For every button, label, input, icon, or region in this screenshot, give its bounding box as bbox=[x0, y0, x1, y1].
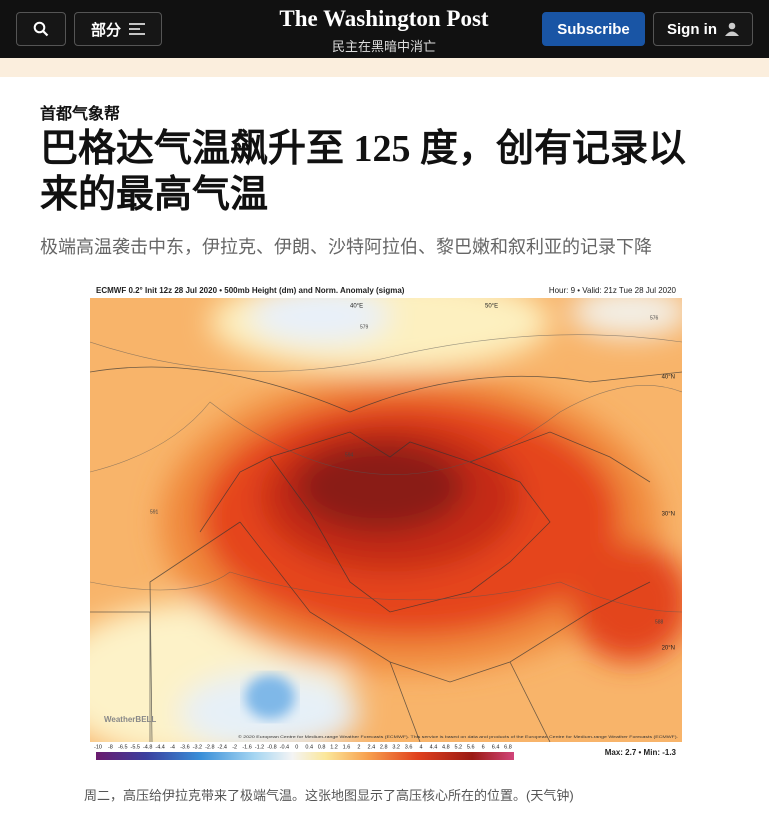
tagline: 民主在黑暗中消亡 bbox=[331, 39, 436, 54]
contour-label: 579 bbox=[360, 324, 369, 330]
copyright: © 2020 European Centre for Medium-range … bbox=[238, 734, 678, 739]
subscribe-button[interactable]: Subscribe bbox=[542, 12, 645, 46]
contour-label: 576 bbox=[650, 315, 659, 321]
search-icon bbox=[33, 21, 49, 37]
colorbar-label: -2 bbox=[232, 744, 237, 750]
colorbar-label: 6 bbox=[482, 744, 485, 750]
colorbar-label: -1.2 bbox=[255, 744, 264, 750]
colorbar-label: 3.2 bbox=[392, 744, 400, 750]
credit-logo: WeatherBELL bbox=[104, 715, 156, 724]
lat-label: 40°N bbox=[662, 375, 675, 381]
colorbar-label: 2.8 bbox=[380, 744, 388, 750]
colorbar-label: -2.4 bbox=[218, 744, 227, 750]
colorbar-label: -2.8 bbox=[205, 744, 214, 750]
colorbar-label: -3.2 bbox=[193, 744, 202, 750]
sign-in-label: Sign in bbox=[667, 20, 717, 38]
colorbar-label: 1.6 bbox=[343, 744, 351, 750]
colorbar-label: -10 bbox=[94, 744, 102, 750]
menu-icon bbox=[129, 23, 145, 35]
colorbar-label: -0.8 bbox=[267, 744, 276, 750]
map-stats: Max: 2.7 • Min: -1.3 bbox=[605, 748, 677, 757]
map-image: ECMWF 0.2° Init 12z 28 Jul 2020 • 500mb … bbox=[90, 282, 682, 764]
headline-line: 来的最高气温 bbox=[40, 174, 269, 216]
colorbar-label: 0.4 bbox=[305, 744, 313, 750]
section-button[interactable]: 部分 bbox=[74, 12, 162, 46]
logo[interactable]: The Washington Post bbox=[279, 6, 489, 31]
kicker[interactable]: 首都气象帮 bbox=[40, 106, 121, 123]
colorbar-label: -0.4 bbox=[280, 744, 289, 750]
colorbar-label: -4.4 bbox=[155, 744, 164, 750]
colorbar-label: 6.4 bbox=[492, 744, 500, 750]
colorbar-label: 6.8 bbox=[504, 744, 512, 750]
map-header-right: Hour: 9 • Valid: 21z Tue 28 Jul 2020 bbox=[549, 286, 677, 295]
colorbar-label: 1.2 bbox=[330, 744, 338, 750]
subscribe-label: Subscribe bbox=[557, 20, 630, 38]
section-label: 部分 bbox=[90, 21, 121, 39]
colorbar-label: 5.6 bbox=[467, 744, 475, 750]
lat-label: 30°N bbox=[662, 512, 675, 518]
banner-strip bbox=[0, 58, 769, 77]
lon-label: 40°E bbox=[350, 304, 363, 310]
map-header-left: ECMWF 0.2° Init 12z 28 Jul 2020 • 500mb … bbox=[96, 286, 405, 295]
headline-line: 巴格达气温飙升至 125 度，创有记录以 bbox=[40, 128, 687, 170]
search-button[interactable] bbox=[16, 12, 66, 46]
map-field bbox=[90, 298, 682, 742]
contour-label: 588 bbox=[655, 619, 664, 625]
contour-label: 591 bbox=[150, 509, 159, 515]
sign-in-button[interactable]: Sign in bbox=[653, 12, 753, 46]
colorbar-label: -4 bbox=[170, 744, 175, 750]
colorbar bbox=[96, 752, 514, 760]
colorbar-label: 3.6 bbox=[405, 744, 413, 750]
user-icon bbox=[725, 22, 739, 36]
colorbar-label: -6.5 bbox=[118, 744, 127, 750]
colorbar-label: 5.2 bbox=[454, 744, 462, 750]
lat-label: 20°N bbox=[662, 646, 675, 652]
colorbar-label: -1.6 bbox=[242, 744, 251, 750]
colorbar-label: 2 bbox=[357, 744, 360, 750]
subheadline: 极端高温袭击中东，伊拉克、伊朗、沙特阿拉伯、黎巴嫩和叙利亚的记录下降 bbox=[40, 237, 652, 257]
image-caption: 周二，高压给伊拉克带来了极端气温。这张地图显示了高压核心所在的位置。(天气钟) bbox=[84, 788, 574, 803]
lon-label: 50°E bbox=[485, 304, 498, 310]
colorbar-label: 2.4 bbox=[368, 744, 376, 750]
colorbar-label: -5.5 bbox=[131, 744, 140, 750]
colorbar-label: -8 bbox=[108, 744, 113, 750]
contour-label: 594 bbox=[345, 452, 354, 458]
colorbar-label: -4.8 bbox=[143, 744, 152, 750]
colorbar-label: 4.4 bbox=[430, 744, 438, 750]
colorbar-label: -3.6 bbox=[180, 744, 189, 750]
colorbar-label: 4.8 bbox=[442, 744, 450, 750]
colorbar-label: 4 bbox=[419, 744, 422, 750]
colorbar-label: 0.8 bbox=[318, 744, 326, 750]
headline: 巴格达气温飙升至 125 度，创有记录以 来的最高气温 bbox=[40, 126, 686, 218]
colorbar-label: 0 bbox=[295, 744, 298, 750]
